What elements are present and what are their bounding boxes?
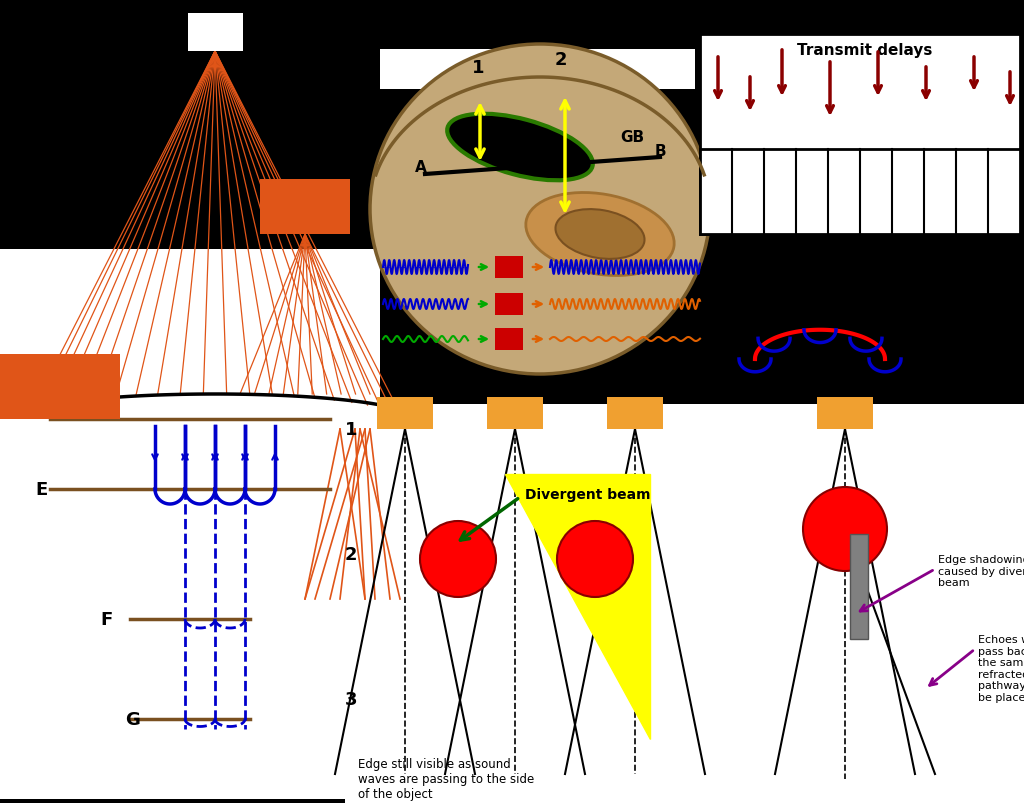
- Bar: [260, 180, 350, 234]
- Bar: [0, 250, 380, 410]
- Text: 2: 2: [555, 51, 567, 69]
- Text: Electronic curve: Electronic curve: [910, 362, 1024, 377]
- Circle shape: [557, 521, 633, 597]
- Bar: [188, 14, 243, 52]
- Text: E: E: [35, 480, 47, 499]
- Bar: [380, 50, 695, 90]
- Text: Echoes will
pass back along
the same
refracted
pathway and
be placed: Echoes will pass back along the same ref…: [978, 634, 1024, 702]
- Bar: [380, 230, 710, 290]
- Bar: [495, 257, 523, 279]
- Text: Divergent beam: Divergent beam: [525, 487, 650, 501]
- Bar: [495, 328, 523, 351]
- Text: 1: 1: [472, 59, 484, 77]
- Bar: [0, 410, 355, 799]
- Text: F: F: [100, 610, 113, 628]
- Text: 1: 1: [345, 421, 357, 438]
- Text: 3: 3: [345, 690, 357, 708]
- Ellipse shape: [447, 115, 593, 181]
- Bar: [850, 534, 868, 639]
- Text: 2: 2: [345, 545, 357, 563]
- Text: Transmit delays: Transmit delays: [798, 43, 933, 58]
- Polygon shape: [505, 475, 650, 739]
- Bar: [700, 150, 1020, 234]
- Text: G: G: [125, 710, 140, 728]
- Text: Edge shadowing
caused by divergent
beam: Edge shadowing caused by divergent beam: [938, 554, 1024, 588]
- Text: Edge still visible as sound
waves are passing to the side
of the object: Edge still visible as sound waves are pa…: [358, 757, 535, 800]
- Bar: [700, 35, 1020, 234]
- Circle shape: [420, 521, 496, 597]
- Bar: [0, 355, 120, 419]
- Circle shape: [803, 487, 887, 571]
- Ellipse shape: [370, 45, 710, 374]
- Ellipse shape: [525, 194, 674, 276]
- Ellipse shape: [555, 210, 644, 259]
- Bar: [345, 405, 1024, 803]
- Text: A: A: [415, 161, 427, 175]
- Bar: [817, 397, 873, 430]
- Text: GB: GB: [620, 130, 644, 145]
- Bar: [607, 397, 663, 430]
- Bar: [495, 294, 523, 316]
- Bar: [377, 397, 433, 430]
- Bar: [487, 397, 543, 430]
- Text: B: B: [655, 145, 667, 159]
